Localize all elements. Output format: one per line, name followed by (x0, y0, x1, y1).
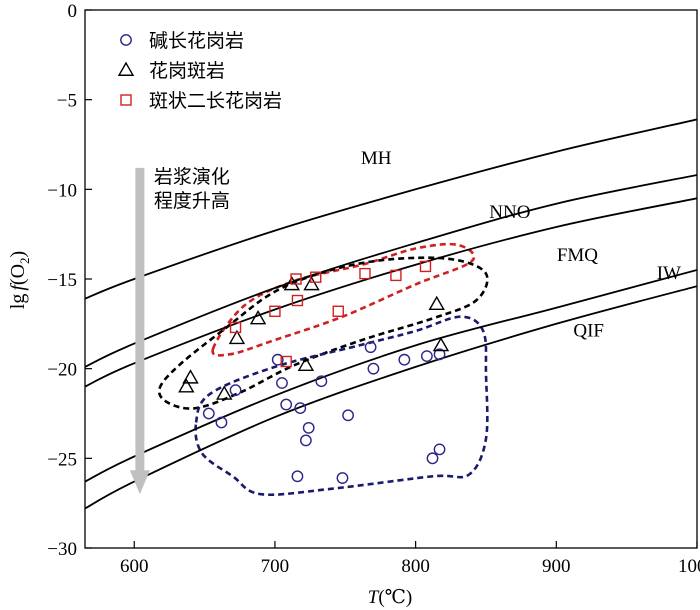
y-axis-label: lg f(O2) (7, 251, 32, 309)
triangle-point (178, 378, 195, 393)
buffer-label-qif: QIF (573, 320, 604, 341)
y-axis-label-lg: lg (7, 294, 29, 310)
legend-marker-square (120, 94, 132, 106)
triangle-point (428, 295, 445, 311)
x-tick-label: 1000 (678, 556, 700, 577)
circle-point (202, 407, 215, 420)
y-tick-label: 0 (68, 1, 78, 22)
circle-point (398, 353, 411, 366)
y-axis-label-f: f (7, 283, 29, 291)
legend-label: 斑状二长花岗岩 (149, 90, 282, 112)
y-axis-label-open: (O (7, 264, 29, 285)
circle-point (420, 350, 433, 363)
circle-point (215, 416, 228, 429)
legend-label: 花岗斑岩 (149, 60, 225, 82)
circle-point (342, 409, 354, 422)
square-point (310, 271, 322, 283)
x-axis-label-unit: (℃) (378, 587, 412, 608)
square-point (332, 305, 344, 317)
buffer-label-fmq: FMQ (557, 245, 598, 266)
square-point (291, 294, 304, 307)
y-tick-label: −25 (47, 449, 77, 470)
buffer-label-iw: IW (657, 263, 681, 284)
circle-point (280, 398, 293, 411)
circle-point (336, 472, 349, 484)
legend-marker-circle (120, 34, 132, 46)
triangle-point (182, 369, 199, 384)
circle-point (302, 421, 315, 434)
annotation-line-1: 岩浆演化 (154, 166, 230, 188)
circle-point (426, 452, 439, 465)
circle-point (271, 353, 284, 366)
y-tick-label: −5 (57, 91, 77, 112)
y-axis-label-close: ) (7, 251, 29, 258)
x-tick-label: 700 (261, 556, 290, 577)
triangle-point (432, 336, 450, 352)
circle-point (367, 362, 380, 375)
circle-point (433, 348, 446, 361)
y-tick-label: −30 (47, 539, 77, 560)
y-tick-label: −20 (47, 360, 77, 381)
legend-marker-triangle (117, 61, 135, 76)
buffer-line-qif (85, 285, 697, 510)
triangle-point (297, 356, 315, 372)
circle-point (291, 470, 304, 483)
square-point (290, 273, 302, 285)
circle-point (433, 443, 446, 456)
blue-envelope (194, 315, 489, 497)
y-tick-label: −15 (47, 270, 77, 291)
y-axis-label-sub: 2 (17, 257, 32, 264)
triangle-point (228, 329, 246, 345)
circle-point (229, 384, 242, 397)
square-point (419, 260, 432, 273)
square-point (390, 269, 402, 282)
square-point (269, 305, 281, 317)
legend-label: 碱长花岗岩 (149, 30, 244, 52)
evolution-arrow-head (129, 470, 150, 495)
buffer-label-mh: MH (361, 148, 392, 169)
square-point (229, 321, 242, 334)
x-axis-label: T(℃) (368, 587, 413, 608)
circle-point (276, 377, 288, 389)
triangle-point (303, 275, 320, 291)
triangle-point (216, 385, 233, 400)
x-tick-label: 600 (120, 556, 149, 577)
x-tick-label: 800 (401, 556, 430, 577)
triangle-point (249, 310, 267, 325)
x-axis-label-T: T (368, 587, 380, 608)
black-envelope (157, 256, 489, 410)
buffer-line-fmq (85, 197, 697, 388)
y-tick-label: −10 (47, 180, 77, 201)
x-tick-label: 900 (542, 556, 571, 577)
square-point (359, 267, 371, 280)
circle-point (364, 341, 377, 354)
square-point (280, 355, 292, 368)
red-envelope (211, 242, 476, 357)
annotation-line-2: 程度升高 (154, 190, 230, 212)
circle-point (315, 375, 328, 388)
circle-point (294, 402, 307, 415)
buffer-label-nno: NNO (489, 202, 530, 223)
circle-point (299, 434, 312, 447)
